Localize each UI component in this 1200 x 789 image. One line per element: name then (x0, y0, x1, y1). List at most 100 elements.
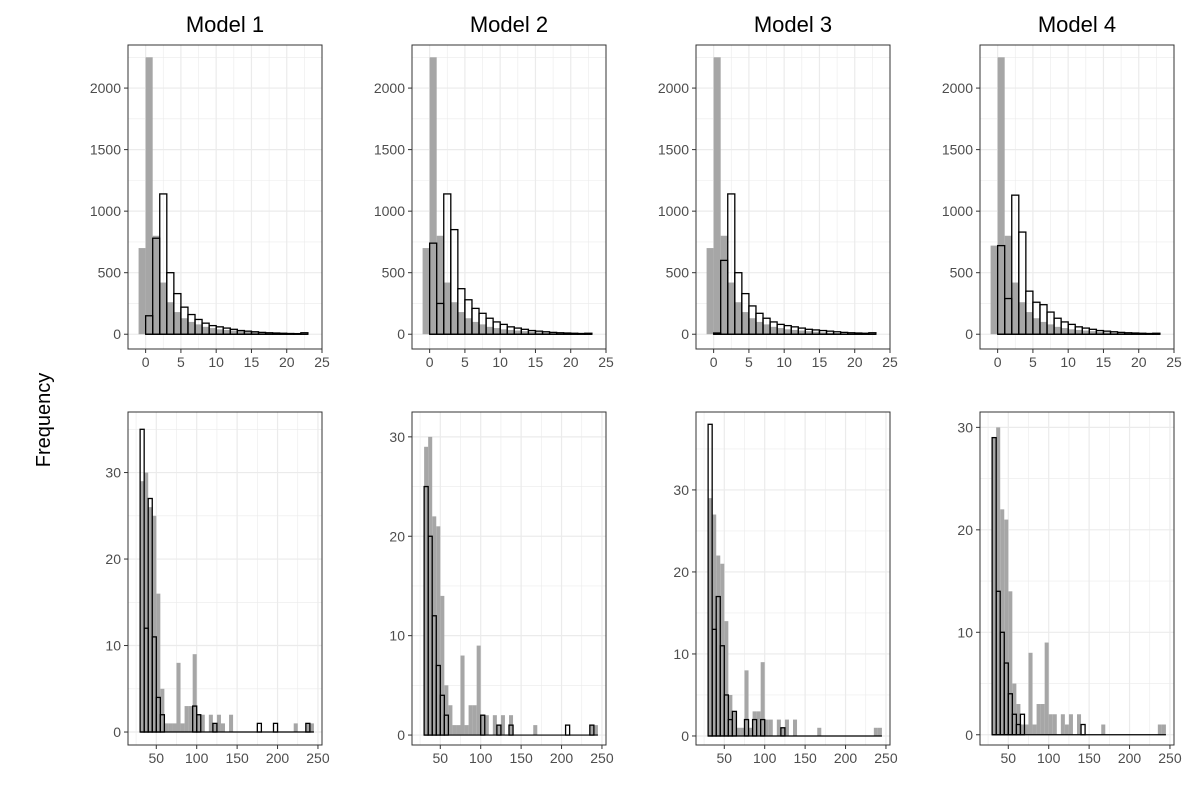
observed-bar (492, 715, 497, 736)
observed-bar (1040, 704, 1045, 735)
panel-title: Model 3 (754, 12, 832, 37)
predicted-bars (712, 193, 877, 335)
observed-bar (258, 332, 266, 335)
x-tick-label: 5 (745, 354, 753, 370)
observed-bar (1004, 519, 1009, 735)
observed-bar (1018, 302, 1026, 335)
x-tick-label: 50 (717, 750, 733, 766)
observed-bar (216, 714, 221, 733)
x-tick-label: 100 (1037, 750, 1061, 766)
x-tick-label: 50 (433, 750, 449, 766)
y-tick-label: 0 (397, 326, 405, 342)
observed-bar (996, 427, 1001, 735)
x-tick-label: 10 (492, 354, 508, 370)
y-tick-label: 30 (105, 465, 121, 481)
observed-bar (436, 235, 444, 335)
observed-bar (1103, 332, 1111, 335)
y-tick-label: 30 (673, 482, 689, 498)
observed-bar (1032, 724, 1037, 735)
observed-bar (770, 326, 778, 335)
panel-bottom-4: 50 100 150 200 250 0 10 20 30 (957, 411, 1182, 766)
observed-bar (145, 57, 153, 335)
observed-bar (138, 248, 146, 335)
predicted-bar (731, 710, 738, 737)
axes: 0 5 10 15 20 25 0 500 1000 1500 2000 (942, 80, 1182, 370)
y-tick-label: 10 (105, 638, 121, 654)
observed-bar (1020, 724, 1025, 735)
y-tick-label: 0 (397, 727, 405, 743)
predicted-bar (589, 724, 595, 736)
predicted-bar (727, 193, 736, 335)
observed-bar (1012, 683, 1017, 735)
panel-title: Model 4 (1038, 12, 1116, 37)
observed-bar (184, 706, 189, 733)
predicted-bar (293, 332, 302, 335)
y-tick-label: 30 (957, 419, 973, 435)
panel-bottom-1: 50 100 150 200 250 0 10 20 30 (105, 411, 330, 766)
observed-bar (229, 714, 234, 733)
axes: 0 5 10 15 20 25 0 500 1000 1500 2000 (658, 80, 898, 370)
predicted-bar (300, 332, 309, 335)
observed-bar (784, 329, 792, 335)
observed-bar (507, 329, 515, 335)
observed-bar (732, 711, 737, 736)
x-tick-label: 250 (1158, 750, 1182, 766)
observed-bar (748, 318, 756, 335)
observed-bar (756, 711, 761, 736)
observed-bar (760, 662, 765, 736)
observed-bar (486, 326, 494, 335)
observed-bar (798, 330, 806, 335)
y-tick-label: 0 (965, 326, 973, 342)
axes: 0 5 10 15 20 25 0 500 1000 1500 2000 (90, 80, 330, 370)
x-tick-label: 200 (550, 750, 574, 766)
axes: 0 5 10 15 20 25 0 500 1000 1500 2000 (374, 80, 614, 370)
observed-bar (148, 507, 153, 733)
observed-bars (992, 427, 1166, 735)
x-tick-label: 20 (563, 354, 579, 370)
y-tick-label: 20 (957, 522, 973, 538)
y-tick-label: 500 (98, 265, 122, 281)
x-tick-label: 0 (994, 354, 1002, 370)
observed-bar (992, 437, 997, 735)
observed-bar (140, 481, 145, 733)
panel-frame (127, 411, 323, 746)
observed-bar (172, 723, 177, 733)
observed-bar (1032, 318, 1040, 335)
observed-bar (164, 723, 169, 733)
y-tick-label: 1000 (658, 203, 689, 219)
x-tick-label: 10 (776, 354, 792, 370)
predicted-bar (480, 714, 486, 736)
y-tick-label: 0 (965, 727, 973, 743)
observed-bar (740, 727, 745, 736)
predicted-bars (139, 428, 314, 733)
predicted-bar (707, 423, 713, 737)
observed-bar (873, 727, 878, 736)
observed-bar (1075, 329, 1083, 335)
observed-bar (755, 321, 764, 335)
observed-bar (826, 332, 834, 335)
observed-bar (1096, 331, 1104, 335)
x-tick-label: 15 (244, 354, 260, 370)
observed-bar (468, 705, 473, 736)
observed-bar (432, 516, 437, 736)
observed-bar (493, 328, 501, 335)
x-tick-label: 200 (266, 750, 290, 766)
observed-bar (734, 302, 742, 335)
observed-bar (1044, 642, 1049, 735)
observed-bar (1011, 282, 1019, 335)
y-tick-label: 500 (950, 265, 974, 281)
x-tick-label: 50 (149, 750, 165, 766)
x-tick-label: 250 (590, 750, 614, 766)
observed-bar (736, 727, 741, 736)
x-tick-label: 25 (882, 354, 898, 370)
predicted-bars (707, 423, 882, 737)
y-tick-label: 20 (389, 528, 405, 544)
observed-bar (1008, 591, 1013, 735)
observed-bar (500, 329, 508, 335)
observed-bar (763, 324, 771, 335)
observed-bar (187, 321, 196, 335)
observed-bar (819, 332, 827, 335)
y-tick-label: 1500 (374, 142, 405, 158)
observed-bar (805, 331, 813, 335)
observed-bar (990, 245, 998, 335)
